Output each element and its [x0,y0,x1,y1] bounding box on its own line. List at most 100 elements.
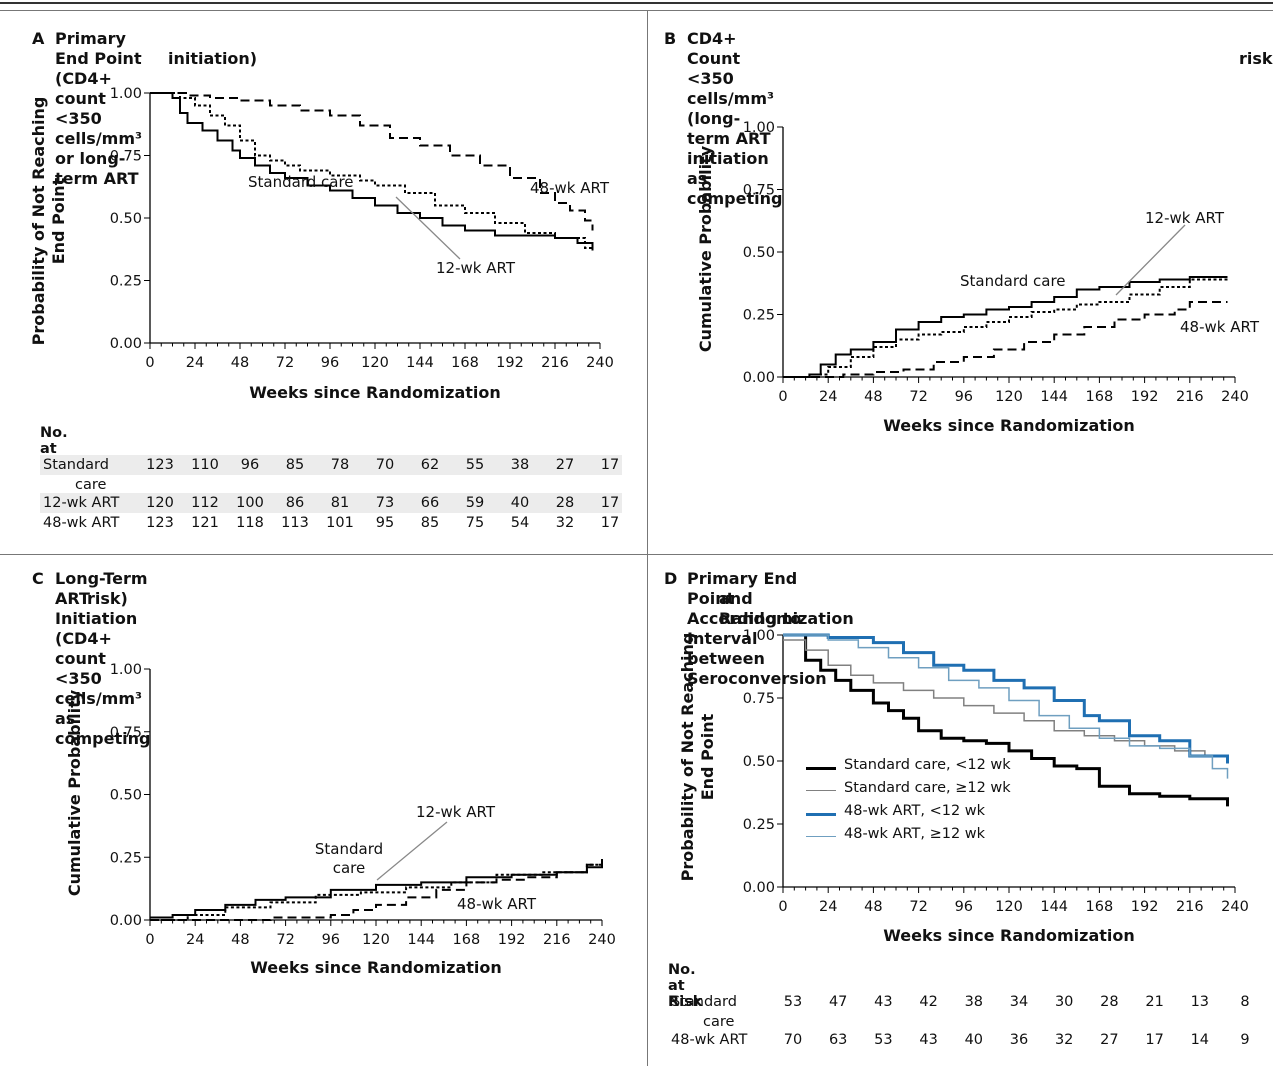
risk-value: 54 [510,515,530,531]
panel-b-title-line-1: CD4+ Count <350 cells/mm³ (long-term ART… [687,29,783,208]
y-tick-label: 1.00 [110,662,142,678]
x-tick-label: 168 [1086,899,1114,915]
legend-swatch [806,767,836,770]
x-tick-label: 0 [145,932,154,948]
risk-value: 121 [191,515,219,531]
legend-label: 48-wk ART, ≥12 wk [844,826,986,842]
y-tick-label: 0.25 [743,308,775,324]
x-tick-label: 120 [362,932,390,948]
risk-value: 86 [285,495,305,511]
risk-value: 63 [828,1032,848,1048]
series-line-12-wk-art [150,92,594,251]
y-tick-label: 0.75 [743,183,775,199]
x-tick-label: 168 [1086,389,1114,405]
risk-value: 113 [281,515,309,531]
risk-value: 85 [420,515,440,531]
risk-value: 110 [191,457,219,473]
x-tick-label: 144 [1040,899,1068,915]
risk-value: 123 [146,515,174,531]
y-tick-label: 0.00 [110,913,142,929]
risk-value: 32 [1054,1032,1074,1048]
x-tick-label: 192 [1131,899,1159,915]
risk-table-row: Standard 53 47 43 42 38 34 30 28 21 13 8 [668,992,1250,1012]
panel-d-title-line-1: Primary End Point According to Interval … [687,569,827,688]
x-tick-label: 240 [1221,389,1249,405]
panel-c-title-line-1: Long-Term ART Initiation (CD4+ count <35… [55,569,151,748]
y-axis-title-line-2: End Point [49,177,68,264]
risk-value: 8 [1240,994,1250,1010]
y-axis-title: Cumulative Probability [65,689,84,896]
legend-swatch [806,790,836,791]
panel-c-letter: C [32,569,44,588]
x-tick-label: 240 [1221,899,1249,915]
y-tick-label: 0.75 [110,725,142,741]
risk-value: 73 [375,495,395,511]
annotation-leader-line [395,196,461,260]
risk-value: 28 [555,495,575,511]
y-tick-label: 1.00 [110,86,142,102]
panel-b-letter: B [664,29,677,48]
risk-value: 36 [1009,1032,1029,1048]
risk-value: 43 [874,994,893,1010]
risk-row-label-line-2: care [75,477,107,493]
y-tick-label: 0.75 [110,149,142,165]
series-annotation: care [333,859,366,877]
risk-value: 112 [191,495,219,511]
x-tick-label: 72 [276,355,294,371]
panel-b-title-line-2: risk) [1239,49,1273,68]
risk-value: 118 [236,515,264,531]
y-tick-label: 0.50 [743,754,775,770]
y-axis-title: Probability of Not Reaching [29,97,48,346]
x-tick-label: 72 [276,932,294,948]
panel-a-letter: A [32,29,45,48]
panel-c: C Long-Term ART Initiation (CD4+ count <… [0,555,648,1066]
panel-d: D Primary End Point According to Interva… [648,555,1273,1066]
risk-value: 70 [375,457,395,473]
chart-b: 0 24 48 72 96 120 144 168 192 216 240 0.00 0.25 0.50 0… [696,120,1260,435]
x-tick-label: 216 [1176,389,1204,405]
risk-value: 66 [420,495,440,511]
panel-b: B CD4+ Count <350 cells/mm³ (long-term A… [648,10,1273,555]
risk-value: 28 [1100,994,1119,1010]
risk-table-d-header: No. at Risk [668,962,703,1010]
risk-row-label: 12-wk ART [43,495,120,511]
risk-value: 34 [1009,994,1029,1010]
annotation-leader-line [376,821,448,881]
risk-table-row: 12-wk ART 120 112 100 86 81 73 66 59 40 28 17 [40,493,622,513]
risk-value: 27 [555,457,575,473]
risk-value: 40 [510,495,530,511]
panel-d-title-line-2: and Randomization [719,589,854,628]
risk-row-label: Standard [43,457,109,473]
series-line-48-wk-art [150,92,594,231]
legend-label: 48-wk ART, <12 wk [844,803,986,819]
y-tick-label: 0.75 [743,691,775,707]
risk-value: 120 [146,495,174,511]
risk-value: 55 [465,457,485,473]
x-tick-label: 24 [819,899,837,915]
panel-d-letter: D [664,569,678,588]
panel-c-title-line-2: risk) [87,589,128,608]
panel-a-title-line-2: initiation) [168,49,258,68]
x-tick-label: 144 [407,932,435,948]
risk-value: 42 [919,994,938,1010]
series-line-standard-care [150,92,594,251]
series-line-48-wk-art-12-wk [783,634,1229,779]
risk-value: 59 [465,495,485,511]
x-axis-title: Weeks since Randomization [883,926,1135,945]
x-tick-label: 120 [995,389,1023,405]
y-axis-title: Cumulative Probability [696,145,715,352]
x-tick-label: 192 [498,932,526,948]
x-tick-label: 24 [186,932,204,948]
x-tick-label: 240 [588,932,616,948]
y-tick-label: 0.50 [743,245,775,261]
series-annotation: 12-wk ART [1145,209,1225,227]
risk-row-label: 48-wk ART [671,1032,748,1048]
series-annotation: 48-wk ART [457,895,537,913]
series-annotation: 48-wk ART [530,179,610,197]
legend-swatch [806,836,836,837]
series-line-48-wk-art [150,857,603,921]
risk-value: 75 [465,515,485,531]
y-tick-label: 0.00 [110,336,142,352]
x-tick-label: 0 [145,355,154,371]
x-tick-label: 216 [541,355,569,371]
